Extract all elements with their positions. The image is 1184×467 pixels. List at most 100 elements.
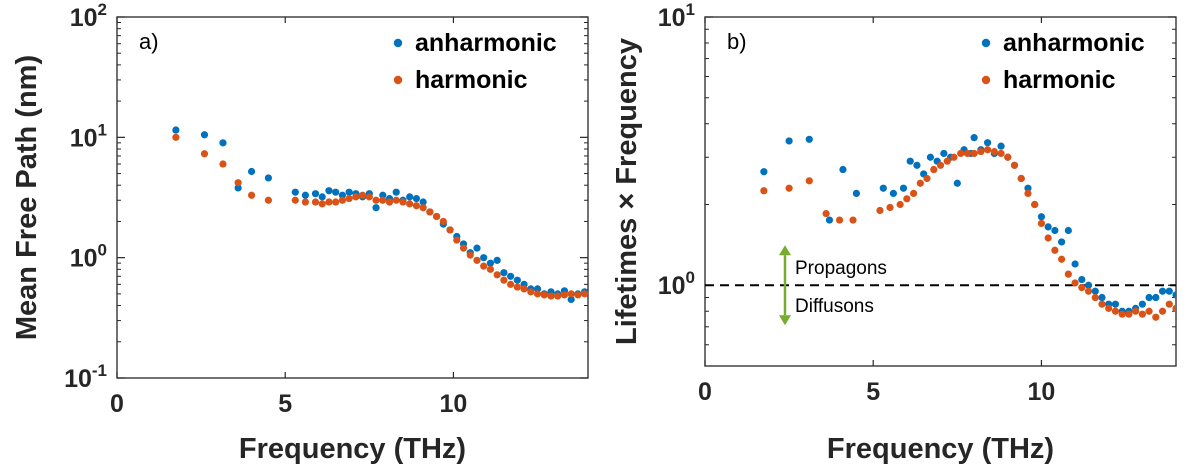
data-point-anharmonic bbox=[1091, 287, 1099, 295]
data-point-harmonic bbox=[338, 196, 347, 204]
data-point-anharmonic bbox=[1152, 293, 1160, 302]
data-point-harmonic bbox=[957, 149, 965, 158]
data-point-harmonic bbox=[301, 198, 309, 206]
data-point-harmonic bbox=[446, 226, 454, 234]
data-point-harmonic bbox=[822, 209, 830, 218]
data-point-harmonic bbox=[876, 206, 884, 215]
data-point-harmonic bbox=[379, 196, 387, 204]
data-point-anharmonic bbox=[338, 191, 347, 199]
data-point-harmonic bbox=[554, 292, 562, 300]
data-point-harmonic bbox=[520, 285, 528, 293]
data-point-anharmonic bbox=[1044, 223, 1052, 231]
legend-label-harmonic: harmonic bbox=[415, 66, 528, 94]
data-point-anharmonic bbox=[984, 139, 992, 147]
data-point-anharmonic bbox=[785, 137, 793, 145]
data-point-harmonic bbox=[345, 194, 353, 203]
data-point-anharmonic bbox=[325, 187, 333, 195]
data-point-anharmonic bbox=[486, 259, 495, 267]
y-tick-label: 100 bbox=[658, 268, 695, 300]
data-point-harmonic bbox=[358, 191, 367, 199]
data-point-anharmonic bbox=[805, 135, 813, 143]
data-point-anharmonic bbox=[419, 198, 427, 206]
data-point-anharmonic bbox=[1138, 300, 1146, 308]
data-point-harmonic bbox=[990, 147, 998, 156]
data-point-harmonic bbox=[930, 165, 938, 174]
y-tick-label: 101 bbox=[70, 120, 107, 152]
x-axis-title: Frequency (THz) bbox=[239, 433, 466, 465]
data-point-anharmonic bbox=[852, 189, 860, 197]
data-point-harmonic bbox=[1132, 307, 1140, 315]
data-point-anharmonic bbox=[879, 184, 887, 192]
data-point-anharmonic bbox=[1111, 300, 1120, 308]
data-point-anharmonic bbox=[1172, 291, 1176, 299]
data-point-harmonic bbox=[1031, 200, 1039, 209]
data-point-harmonic bbox=[785, 184, 793, 192]
data-point-anharmonic bbox=[372, 204, 380, 212]
data-point-harmonic bbox=[372, 196, 380, 204]
legend-marker-anharmonic bbox=[393, 38, 403, 48]
data-point-harmonic bbox=[896, 200, 904, 209]
data-point-harmonic bbox=[1037, 219, 1046, 228]
data-point-harmonic bbox=[547, 292, 555, 300]
data-point-harmonic bbox=[219, 160, 227, 168]
data-point-harmonic bbox=[963, 149, 972, 158]
data-point-harmonic bbox=[1105, 304, 1113, 312]
data-point-harmonic bbox=[1125, 310, 1133, 318]
panel-label: b) bbox=[727, 29, 747, 54]
data-point-harmonic bbox=[560, 291, 569, 299]
y-axis-title: Mean Free Path (nm) bbox=[11, 55, 43, 340]
data-point-harmonic bbox=[805, 177, 813, 185]
data-point-anharmonic bbox=[997, 142, 1005, 150]
data-point-anharmonic bbox=[970, 134, 978, 142]
x-tick-label: 10 bbox=[1028, 378, 1056, 406]
data-point-anharmonic bbox=[839, 165, 847, 174]
data-point-harmonic bbox=[760, 187, 768, 195]
data-point-anharmonic bbox=[906, 157, 914, 165]
data-point-anharmonic bbox=[379, 191, 387, 199]
data-point-anharmonic bbox=[507, 272, 515, 280]
legend-marker-harmonic bbox=[981, 75, 991, 85]
data-point-anharmonic bbox=[493, 256, 501, 264]
data-point-harmonic bbox=[473, 256, 481, 264]
data-point-harmonic bbox=[392, 196, 400, 204]
data-point-anharmonic bbox=[473, 244, 481, 252]
data-point-harmonic bbox=[500, 276, 508, 284]
data-point-harmonic bbox=[1111, 307, 1120, 315]
data-points bbox=[172, 126, 588, 303]
data-point-anharmonic bbox=[1145, 293, 1153, 302]
x-tick-label: 10 bbox=[440, 390, 468, 418]
data-point-harmonic bbox=[574, 291, 582, 299]
data-point-anharmonic bbox=[567, 295, 575, 303]
data-point-anharmonic bbox=[953, 179, 961, 187]
data-point-anharmonic bbox=[1078, 275, 1086, 284]
data-point-anharmonic bbox=[1084, 281, 1093, 289]
data-point-anharmonic bbox=[311, 190, 320, 198]
data-point-harmonic bbox=[950, 153, 958, 161]
data-point-harmonic bbox=[527, 288, 535, 296]
x-tick-label: 5 bbox=[278, 390, 292, 418]
data-point-harmonic bbox=[406, 200, 414, 208]
panel-label: a) bbox=[139, 29, 159, 54]
data-point-harmonic bbox=[1078, 284, 1086, 292]
data-point-harmonic bbox=[997, 149, 1005, 158]
data-point-harmonic bbox=[984, 146, 992, 154]
data-point-harmonic bbox=[1084, 287, 1093, 295]
data-point-anharmonic bbox=[1098, 293, 1106, 302]
legend-label-harmonic: harmonic bbox=[1003, 66, 1116, 94]
data-point-harmonic bbox=[1152, 313, 1160, 321]
data-point-anharmonic bbox=[318, 193, 326, 201]
data-point-anharmonic bbox=[760, 168, 768, 176]
data-point-anharmonic bbox=[301, 191, 309, 199]
data-point-harmonic bbox=[540, 291, 548, 299]
panel-b: 0 5 10 100 101 Frequency (THz) Lifetimes × Fre… bbox=[611, 0, 1177, 465]
data-point-anharmonic bbox=[1058, 238, 1066, 246]
data-point-anharmonic bbox=[247, 167, 256, 176]
data-point-harmonic bbox=[886, 203, 894, 212]
data-point-harmonic bbox=[399, 198, 407, 206]
data-point-anharmonic bbox=[1158, 287, 1167, 295]
data-point-anharmonic bbox=[940, 149, 948, 158]
data-point-harmonic bbox=[1064, 270, 1072, 278]
data-point-harmonic bbox=[318, 200, 326, 208]
data-point-harmonic bbox=[1138, 310, 1146, 318]
